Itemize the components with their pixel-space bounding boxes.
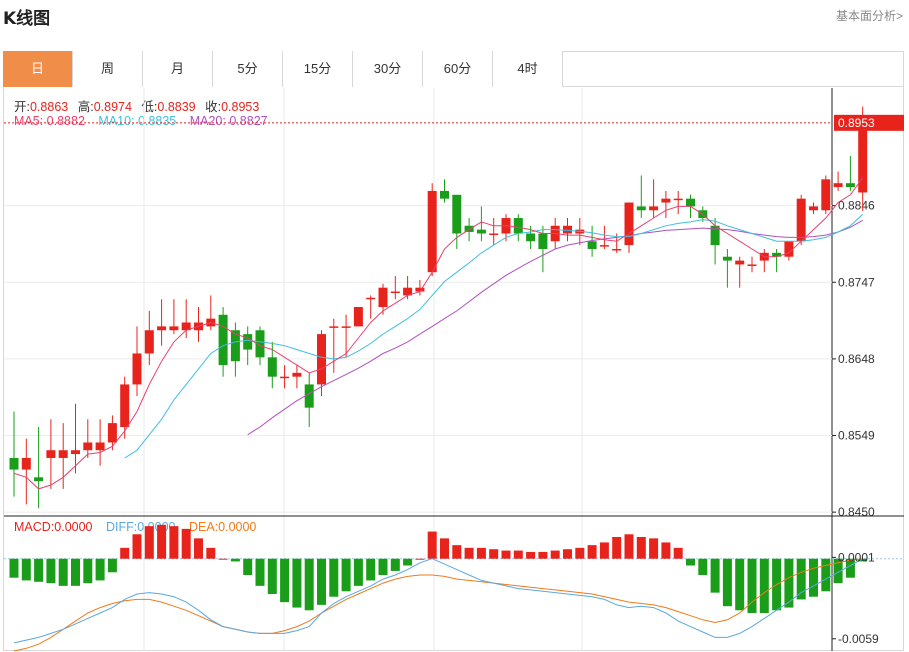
high-readout: 高:0.8974: [77, 100, 132, 114]
close-readout: 收:0.8953: [205, 100, 260, 114]
tab-3[interactable]: 5分: [213, 51, 283, 87]
ma20-readout: MA20: 0.8827: [189, 114, 268, 128]
tab-0[interactable]: 日: [3, 51, 73, 87]
page-title: K线图: [3, 9, 51, 29]
tab-2[interactable]: 月: [143, 51, 213, 87]
ma5-readout: MA5: 0.8882: [14, 114, 85, 128]
tab-6[interactable]: 60分: [423, 51, 493, 87]
macd-value: MACD:0.0000: [14, 520, 93, 534]
tab-1[interactable]: 周: [73, 51, 143, 87]
tab-4[interactable]: 15分: [283, 51, 353, 87]
tab-5[interactable]: 30分: [353, 51, 423, 87]
dea-value: DEA:0.0000: [188, 520, 257, 534]
diff-value: DIFF:0.0000: [106, 520, 176, 534]
chart-frame: [3, 51, 904, 651]
macd-readout: MACD:0.0000 DIFF:0.0000 DEA:0.0000: [14, 520, 262, 534]
open-readout: 开:0.8863: [14, 100, 69, 114]
tab-7[interactable]: 4时: [493, 51, 563, 87]
fundamental-analysis-link[interactable]: 基本面分析>: [835, 9, 903, 23]
ma10-readout: MA10: 0.8835: [98, 114, 177, 128]
ohlc-readout: 开:0.8863 高:0.8974 低:0.8839 收:0.8953: [14, 96, 265, 115]
ma-readout: MA5: 0.8882 MA10: 0.8835 MA20: 0.8827: [14, 114, 274, 128]
low-readout: 低:0.8839: [141, 100, 196, 114]
period-tabs: 日周月 5分 15分 30分 60分 4时: [3, 51, 904, 87]
